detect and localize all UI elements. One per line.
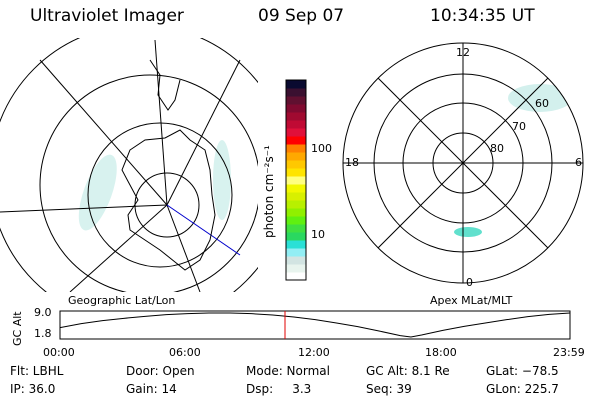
mlat-label-80: 80 [490,142,504,155]
x-tick: 18:00 [425,346,457,359]
door-value: Door: Open [126,364,195,378]
colorbar-swatch [286,80,306,89]
time-label: 10:34:35 UT [430,6,535,26]
geo-map-label: Geographic Lat/Lon [68,294,176,307]
colorbar-swatch [286,224,306,233]
aurora-patch [454,227,482,237]
colorbar-tick: 10 [311,228,325,241]
colorbar-swatch [286,144,306,153]
y-tick: 1.8 [34,327,52,340]
magnetic-polar-map [342,42,584,284]
mlt-label-6: 6 [575,156,582,169]
seq-value: Seq: 39 [366,382,412,396]
x-tick: 06:00 [169,346,201,359]
colorbar-swatch [286,208,306,217]
colorbar-swatch [286,176,306,185]
dsp-value: Dsp: 3.3 [246,382,312,396]
colorbar-frame [285,79,307,281]
colorbar-swatch [286,256,306,265]
date-label: 09 Sep 07 [258,6,345,26]
altitude-axis-label: GC Alt [11,311,24,346]
x-tick: 12:00 [298,346,330,359]
geographic-map [0,38,258,292]
mag-map-label: Apex MLat/MLT [430,294,513,307]
x-tick: 00:00 [43,346,75,359]
mlt-label-0: 0 [466,276,473,289]
colorbar-swatch [286,240,306,249]
mlt-label-12: 12 [456,46,470,59]
glon-value: GLon: 225.7 [486,382,559,396]
colorbar-swatch [286,248,306,257]
colorbar [286,80,306,281]
colorbar-swatch [286,96,306,105]
mlat-label-60: 60 [535,97,549,110]
colorbar-swatch [286,88,306,97]
colorbar-label: photon cm⁻²s⁻¹ [262,145,276,238]
gc-alt-value: GC Alt: 8.1 Re [366,364,450,378]
colorbar-swatch [286,192,306,201]
glat-value: GLat: −78.5 [486,364,559,378]
colorbar-swatch [286,160,306,169]
colorbar-swatch [286,128,306,137]
colorbar-swatch [286,112,306,121]
x-tick: 23:59 [553,346,585,359]
colorbar-swatch [286,200,306,209]
colorbar-swatch [286,272,306,281]
aurora-patch [508,84,572,112]
aurora-patch [213,140,231,220]
colorbar-swatch [286,216,306,225]
colorbar-swatch [286,120,306,129]
colorbar-swatch [286,104,306,113]
colorbar-swatch [286,184,306,193]
colorbar-tick: 100 [311,142,332,155]
colorbar-swatch [286,264,306,273]
altitude-series-line [59,312,571,338]
mlt-label-18: 18 [345,156,359,169]
ip-value: IP: 36.0 [10,382,56,396]
instrument-title: Ultraviolet Imager [30,6,184,26]
mode-value: Mode: Normal [246,364,330,378]
colorbar-swatch [286,232,306,241]
colorbar-swatch [286,136,306,145]
aurora-patch [78,154,117,231]
filter-value: Flt: LBHL [10,364,64,378]
mlat-label-70: 70 [512,120,526,133]
altitude-plot-frame [59,310,571,340]
colorbar-swatch [286,152,306,161]
colorbar-swatch [286,168,306,177]
gain-value: Gain: 14 [126,382,177,396]
y-tick: 9.0 [34,306,52,319]
